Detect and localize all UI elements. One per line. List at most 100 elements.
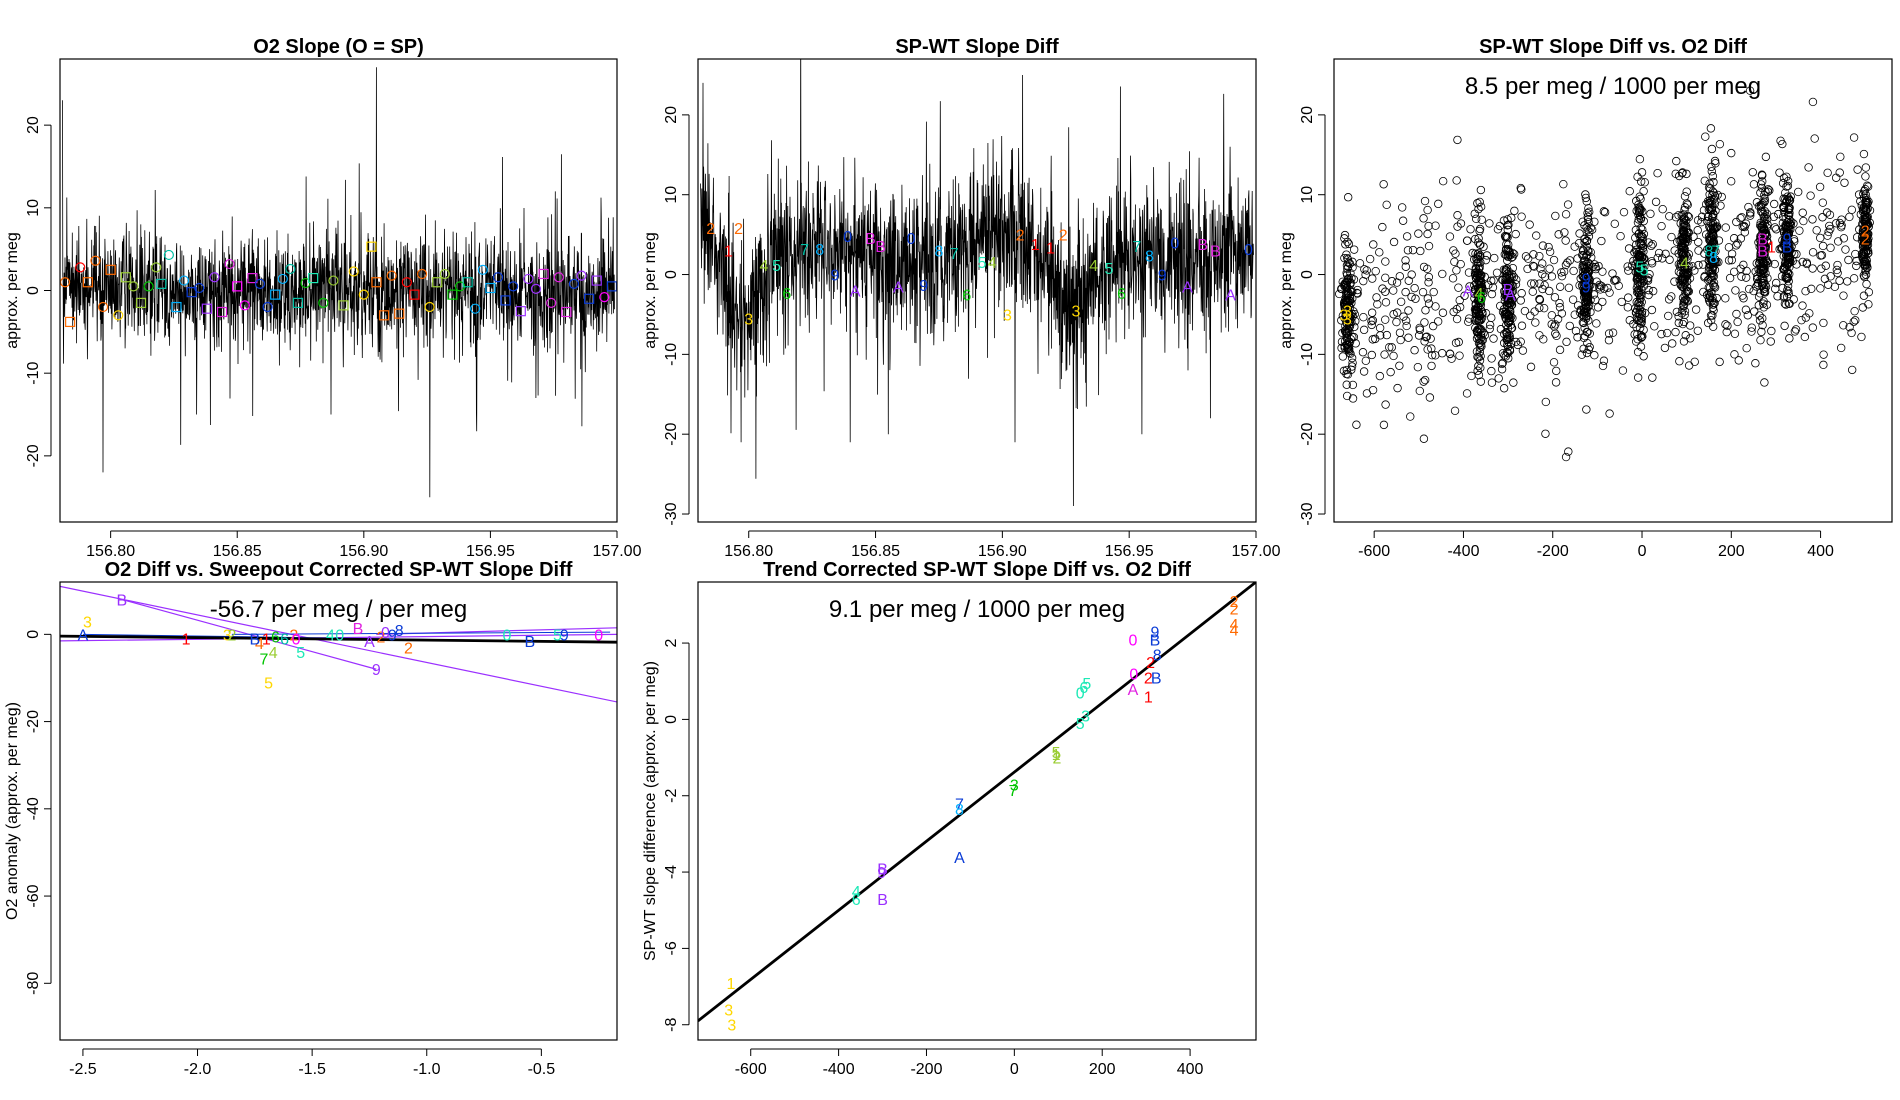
scatter-point	[1699, 287, 1708, 297]
scatter-point	[1815, 182, 1825, 192]
scatter-point	[1375, 323, 1385, 333]
scatter-point	[1632, 206, 1641, 215]
scatter-point	[1776, 244, 1786, 253]
point-label: 0	[381, 625, 390, 642]
scatter-point	[1713, 190, 1722, 200]
point-label: B	[1210, 244, 1221, 261]
scatter-point	[1625, 187, 1634, 196]
scatter-point	[1590, 351, 1599, 360]
scatter-point	[1704, 293, 1713, 303]
scatter-point	[1861, 270, 1871, 279]
scatter-point	[1471, 273, 1481, 283]
scatter-point	[1689, 232, 1698, 241]
scatter-point	[1347, 353, 1357, 363]
scatter-point	[1852, 261, 1861, 271]
point-label: 2	[1144, 670, 1153, 687]
scatter-point	[1623, 303, 1633, 312]
scatter-point	[1862, 255, 1871, 264]
scatter-point	[1704, 296, 1714, 305]
scatter-point	[1861, 198, 1870, 207]
circle-marker	[523, 273, 534, 285]
scatter-point	[1712, 222, 1722, 231]
scatter-point	[1456, 259, 1465, 269]
y-tick-label: -10	[1299, 343, 1316, 366]
point-label: 6	[852, 892, 861, 909]
fit-annotation: 9.1 per meg / 1000 per meg	[829, 596, 1125, 623]
scatter-point	[1709, 232, 1718, 241]
y-tick-label: 2	[663, 639, 680, 648]
scatter-point	[1489, 334, 1498, 343]
scatter-point	[1450, 406, 1460, 415]
scatter-point	[1470, 255, 1479, 264]
scatter-point	[1733, 239, 1742, 248]
scatter-point	[1431, 302, 1440, 311]
point-label: 3	[83, 614, 92, 631]
scatter-point	[1378, 222, 1387, 232]
scatter-point	[1340, 280, 1350, 289]
circle-marker	[143, 281, 154, 292]
scatter-point	[1700, 176, 1709, 186]
scatter-point	[1782, 233, 1791, 242]
scatter-point	[1456, 219, 1466, 228]
point-label: 1	[1767, 240, 1776, 257]
square-marker	[409, 289, 420, 300]
scatter-point	[1585, 329, 1594, 338]
scatter-point	[1683, 200, 1692, 210]
scatter-point	[1371, 266, 1380, 276]
circle-marker	[224, 258, 235, 270]
scatter-point	[1424, 241, 1434, 251]
trend-line-blue	[231, 631, 611, 635]
scatter-point	[1785, 247, 1794, 256]
scatter-point	[1512, 275, 1521, 284]
scatter-point	[1420, 196, 1430, 206]
scatter-point	[1844, 255, 1853, 265]
scatter-point	[1736, 234, 1746, 243]
scatter-point	[1445, 349, 1455, 358]
scatter-point	[1744, 202, 1753, 212]
scatter-point	[1769, 212, 1778, 222]
scatter-point	[1758, 314, 1767, 323]
scatter-point	[1758, 171, 1767, 180]
scatter-point	[1721, 294, 1730, 303]
scatter-point	[1517, 321, 1527, 330]
scatter-point	[1644, 238, 1653, 247]
scatter-point	[1716, 201, 1725, 210]
point-label: 5	[264, 675, 273, 692]
scatter-point	[1472, 305, 1481, 314]
scatter-point	[1484, 280, 1493, 290]
scatter-point	[1338, 328, 1347, 338]
scatter-point	[1680, 310, 1689, 320]
x-axis: -2.5 -2.0 -1.5 -1.0 -0.5	[69, 1048, 555, 1078]
scatter-point	[1474, 204, 1483, 214]
scatter-point	[1836, 343, 1846, 353]
scatter-point	[1398, 216, 1408, 225]
scatter-point	[1782, 274, 1791, 283]
y-tick-label: 10	[663, 186, 680, 204]
scatter-point	[1759, 251, 1768, 260]
square-marker	[308, 272, 319, 284]
scatter-point	[1344, 273, 1354, 283]
scatter-point	[1382, 200, 1391, 210]
scatter-point	[1600, 284, 1609, 293]
scatter-point	[1531, 318, 1540, 327]
scatter-point	[1683, 296, 1692, 305]
scatter-point	[1852, 256, 1861, 266]
scatter-point	[1751, 359, 1760, 368]
scatter-point	[1379, 420, 1389, 430]
scatter-point	[1784, 194, 1794, 204]
scatter-point	[1505, 294, 1514, 304]
scatter-point	[1864, 300, 1873, 309]
scatter-point	[1375, 371, 1385, 381]
scatter-point	[1584, 204, 1593, 213]
scatter-point	[1758, 320, 1767, 330]
scatter-point	[1700, 273, 1709, 282]
scatter-point	[1551, 320, 1560, 329]
scatter-point	[1680, 307, 1690, 316]
scatter-point	[1480, 272, 1489, 282]
scatter-point	[1557, 309, 1567, 318]
scatter-point	[1419, 434, 1429, 443]
point-label: 2	[227, 627, 236, 644]
scatter-point	[1778, 283, 1787, 293]
scatter-point	[1758, 199, 1767, 208]
scatter-point	[1530, 307, 1539, 316]
